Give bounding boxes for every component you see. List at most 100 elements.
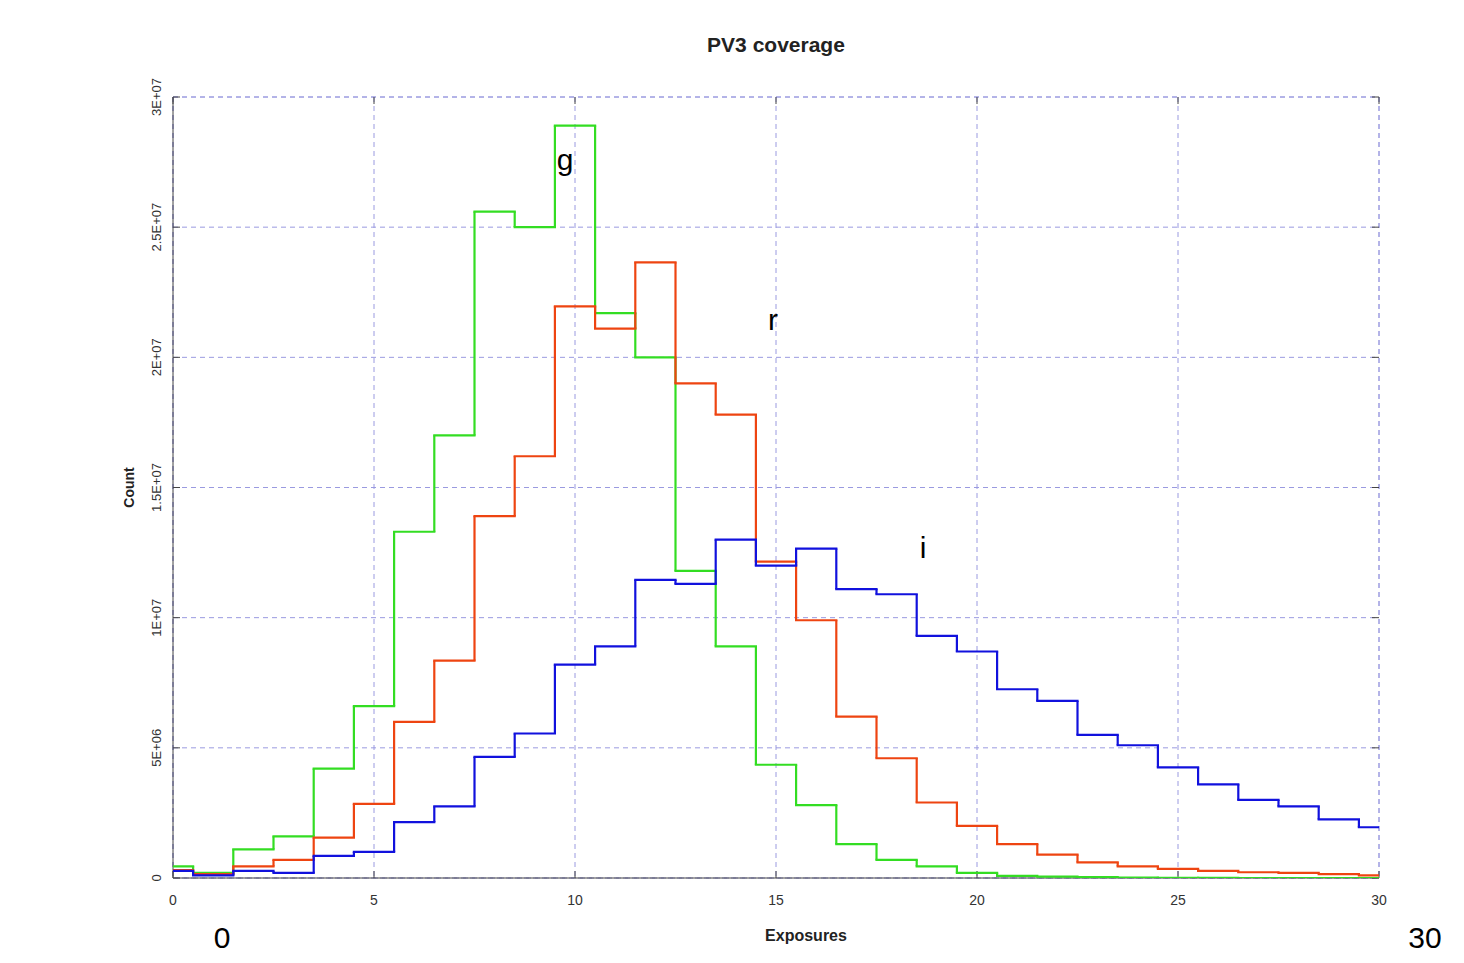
step-riser: [1358, 819, 1360, 827]
histogram-bin: [1078, 734, 1118, 736]
histogram-bin: [635, 579, 675, 581]
histogram-bin: [1037, 876, 1077, 878]
step-riser: [473, 757, 475, 806]
histogram-bin: [716, 414, 756, 416]
histogram-bin: [314, 855, 354, 857]
histogram-bin: [394, 821, 434, 823]
histogram-bin: [475, 756, 515, 758]
step-riser: [755, 646, 757, 764]
plot-frame: [173, 97, 1379, 878]
series: [173, 262, 1379, 875]
histogram-bin: [1279, 872, 1319, 874]
tick-label: 10: [567, 892, 583, 908]
step-riser: [795, 549, 797, 566]
histogram-bin: [1359, 874, 1379, 876]
histogram-bin: [314, 768, 354, 770]
histogram-bin: [756, 764, 796, 766]
histogram-bin: [173, 865, 193, 867]
tick: [173, 97, 180, 98]
step-riser: [956, 636, 958, 652]
histogram-bin: [515, 226, 555, 228]
y-axis-title: Count: [121, 467, 137, 508]
step-riser: [1076, 701, 1078, 735]
histogram-bin: [193, 874, 233, 876]
tick-label: 25: [1170, 892, 1186, 908]
step-riser: [1157, 745, 1159, 767]
histogram-bin: [997, 843, 1037, 845]
series: [173, 540, 1379, 876]
tick: [1372, 617, 1379, 618]
step-riser: [1197, 767, 1199, 784]
tick-label: 0: [169, 892, 177, 908]
step-riser: [594, 646, 596, 664]
histogram-bin: [1359, 826, 1379, 828]
step-riser: [514, 212, 516, 228]
tick: [173, 487, 180, 488]
tick: [977, 97, 978, 104]
step-riser: [795, 765, 797, 805]
step-riser: [353, 804, 355, 838]
histogram-bin: [274, 872, 314, 874]
step-riser: [875, 717, 877, 759]
step-riser: [996, 652, 998, 690]
tick: [374, 871, 375, 878]
tick: [173, 97, 174, 104]
histogram-bin: [1238, 877, 1278, 878]
histogram-bin: [676, 570, 716, 572]
histogram-bin: [314, 837, 354, 839]
histogram-bin: [796, 619, 836, 621]
step-riser: [755, 540, 757, 566]
tick-label: 3E+07: [149, 78, 164, 116]
histogram-bin: [676, 583, 716, 585]
tick: [1379, 97, 1380, 104]
histogram-bin: [233, 848, 273, 850]
histogram-bin: [957, 825, 997, 827]
step-riser: [554, 306, 556, 456]
histogram-bin: [796, 804, 836, 806]
histogram-bin: [1078, 861, 1118, 863]
histogram-bin: [515, 455, 555, 457]
histogram-bin: [1158, 877, 1198, 878]
histogram-bin: [173, 869, 193, 871]
tick-label: 1E+07: [149, 599, 164, 637]
histogram-bin: [1279, 805, 1319, 807]
step-riser: [554, 665, 556, 734]
title: PV3 coverage: [707, 33, 845, 56]
step-riser: [1237, 784, 1239, 800]
tick: [776, 871, 777, 878]
grid-line: [173, 617, 1379, 618]
histogram-bin: [756, 564, 796, 566]
histogram-bin: [1198, 870, 1238, 872]
step-riser: [875, 844, 877, 860]
histogram-bin: [635, 261, 675, 263]
histogram-bin: [917, 801, 957, 803]
tick: [1372, 357, 1379, 358]
tick-label: 5: [370, 892, 378, 908]
histogram-bin: [1198, 877, 1238, 878]
histogram-bin: [233, 865, 273, 867]
step-riser: [795, 562, 797, 621]
step-riser: [554, 126, 556, 228]
histogram-bin: [1319, 873, 1359, 875]
tick: [173, 227, 180, 228]
histogram-bin: [1319, 818, 1359, 820]
histogram-bin: [635, 356, 675, 358]
histogram-bin: [555, 663, 595, 665]
histogram-bin: [1279, 877, 1319, 878]
histogram-bin: [354, 851, 394, 853]
histogram-bin: [274, 835, 314, 837]
tick-label: 1.5E+07: [149, 463, 164, 512]
histogram-bin: [555, 125, 595, 127]
histogram-bin: [957, 650, 997, 652]
histogram-bin: [595, 645, 635, 647]
histogram-bin: [595, 328, 635, 330]
histogram-bin: [796, 548, 836, 550]
step-riser: [473, 516, 475, 660]
histogram-bin: [555, 305, 595, 307]
histogram-bin: [515, 732, 555, 734]
tick-label: 0: [149, 874, 164, 881]
step-riser: [835, 620, 837, 716]
series-label: r: [768, 303, 778, 336]
annotation: 30: [1408, 921, 1441, 954]
step-riser: [916, 594, 918, 636]
